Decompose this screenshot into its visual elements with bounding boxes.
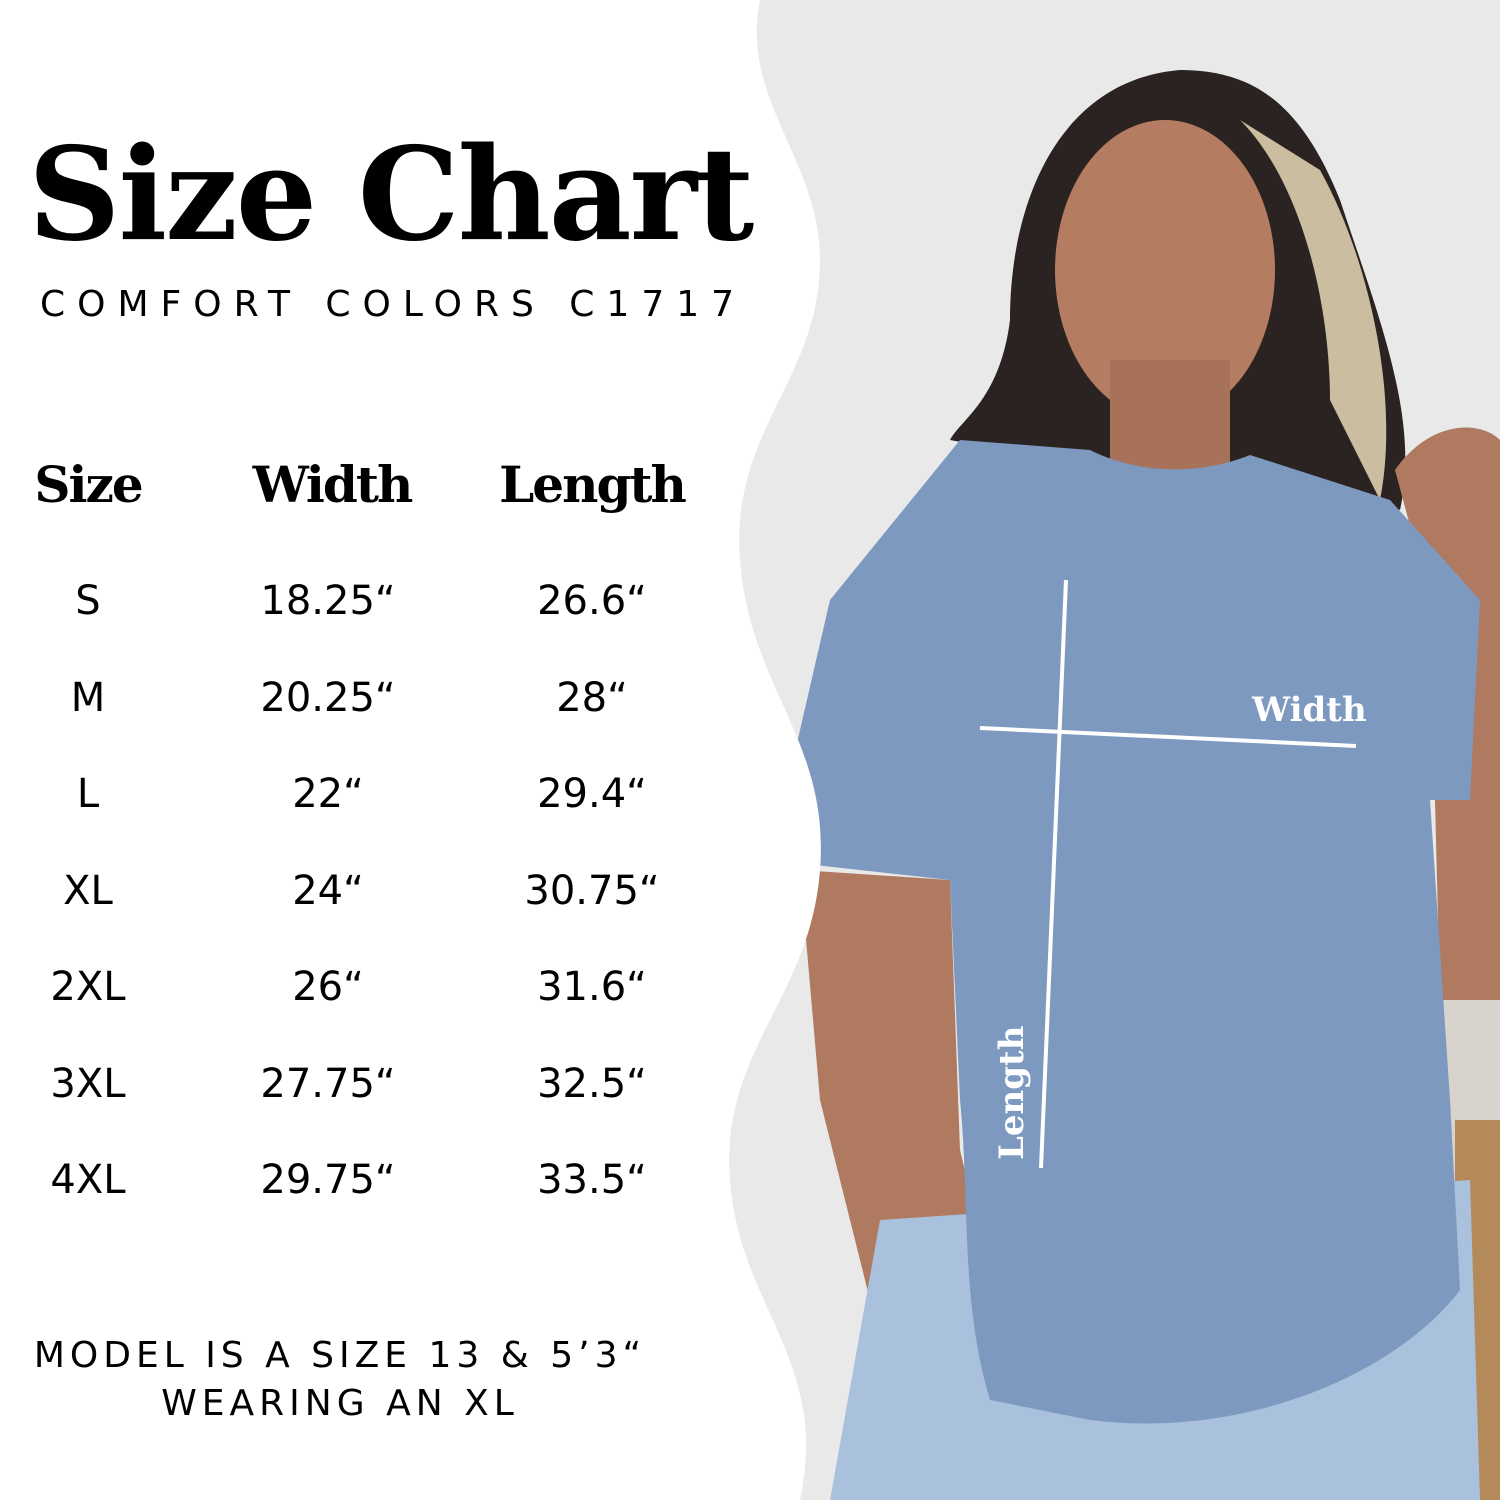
- cell-size: S: [75, 578, 101, 624]
- cell-width: 18.25“: [260, 578, 396, 624]
- cell-length: 31.6“: [537, 964, 647, 1010]
- header-length: Length: [499, 455, 687, 514]
- subtitle: COMFORT COLORS C1717: [40, 284, 747, 325]
- width-label: Width: [1252, 690, 1367, 730]
- cell-size: XL: [63, 867, 113, 914]
- cell-size: 3XL: [50, 1060, 126, 1107]
- cell-width: 27.75“: [260, 1060, 396, 1107]
- cell-length: 32.5“: [537, 1060, 647, 1107]
- cell-size: L: [76, 771, 100, 817]
- cell-width: 29.75“: [260, 1157, 396, 1203]
- cell-length: 30.75“: [524, 867, 660, 914]
- cell-length: 26.6“: [537, 578, 647, 624]
- header-width: Width: [252, 455, 414, 514]
- cell-width: 20.25“: [260, 674, 396, 721]
- cell-length: 29.4“: [537, 771, 647, 817]
- length-label: Length: [992, 1025, 1032, 1160]
- cell-width: 24“: [292, 867, 364, 914]
- length-line: [1039, 579, 1068, 1169]
- width-line: [979, 726, 1357, 748]
- cell-length: 28“: [556, 674, 628, 721]
- cell-size: 2XL: [50, 964, 126, 1010]
- cell-size: 4XL: [50, 1157, 126, 1203]
- cell-size: M: [70, 674, 106, 721]
- page-title: Size Chart: [28, 120, 754, 270]
- cell-width: 22“: [292, 771, 364, 817]
- header-size: Size: [34, 455, 143, 514]
- model-note-line1: MODEL IS A SIZE 13 & 5’3“: [33, 1335, 647, 1376]
- cell-length: 33.5“: [537, 1157, 647, 1203]
- cell-width: 26“: [292, 964, 364, 1010]
- model-note-line2: WEARING AN XL: [161, 1383, 519, 1424]
